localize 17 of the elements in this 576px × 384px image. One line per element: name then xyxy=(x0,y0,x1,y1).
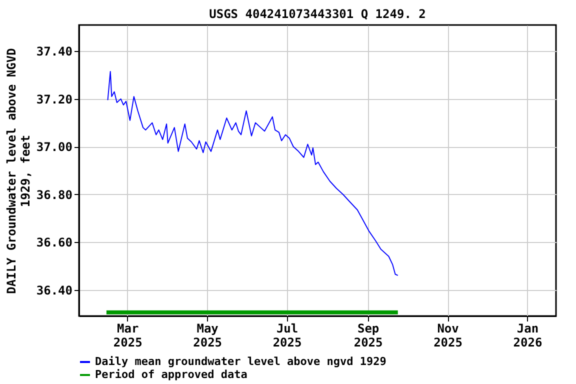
chart-title: USGS 404241073443301 Q 1249. 2 xyxy=(209,7,426,21)
x-tick-label: Mar 2025 xyxy=(113,322,142,350)
x-tick-label: Nov 2025 xyxy=(434,322,462,350)
x-tick-label: Jan 2026 xyxy=(513,322,542,350)
legend-label: Daily mean groundwater level above ngvd 1929 xyxy=(95,355,386,368)
x-tick-label: Jul 2025 xyxy=(272,322,302,350)
legend-label: Period of approved data xyxy=(95,368,248,381)
x-tick-label: Sep 2025 xyxy=(354,322,383,350)
y-tick-label: 37.20 xyxy=(36,92,72,106)
y-tick-label: 36.40 xyxy=(36,283,72,298)
line-series xyxy=(107,71,398,276)
y-tick-label: 36.60 xyxy=(36,236,72,250)
y-axis-title: DAILY Groundwater level above NGVD 1929, feet xyxy=(4,48,32,294)
y-tick-label: 36.80 xyxy=(36,188,72,202)
x-tick-label: May 2025 xyxy=(193,322,222,350)
y-tick-label: 37.00 xyxy=(36,140,72,154)
y-tick-label: 37.40 xyxy=(36,44,72,59)
